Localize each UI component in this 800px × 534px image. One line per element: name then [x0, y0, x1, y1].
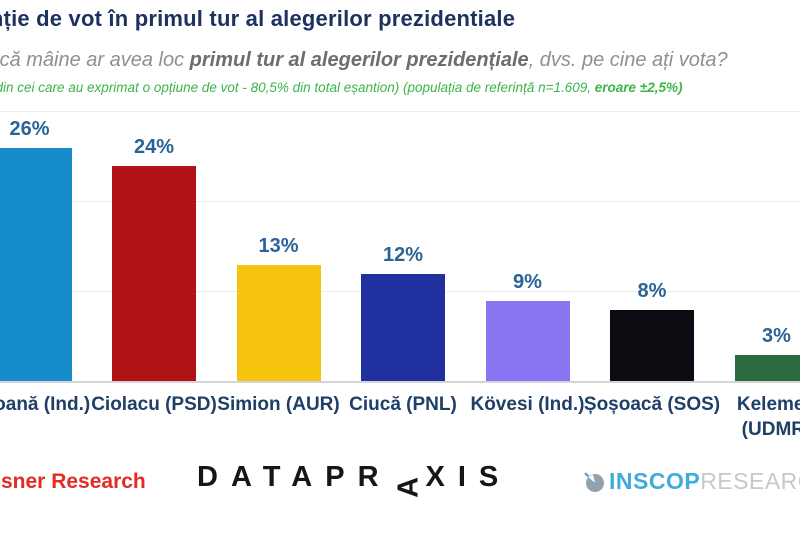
inscop-logo: INSCOPRESEARCH [584, 468, 800, 495]
bar-category-label: Kelemen (UDMR) [736, 394, 800, 440]
bar-category-label: Simion (AUR) [217, 394, 340, 415]
bar-category-label: Șoșoacă (SOS) [583, 394, 721, 415]
page-title: Intenție de vot în primul tur al alegeri… [0, 6, 516, 31]
bar [610, 310, 694, 381]
subtitle-suffix: , dvs. pe cine ați vota? [528, 49, 728, 71]
subtitle-prefix: Dacă mâine ar avea loc [0, 49, 185, 71]
bar-value-label: 13% [258, 235, 299, 257]
bar [0, 148, 72, 381]
bar-value-label: 12% [382, 244, 424, 266]
inscop-wordmark: INSCOP [609, 468, 701, 494]
survey-note: (din cei care au exprimat o opțiune de v… [0, 80, 682, 95]
subtitle-emphasis: primul tur al alegerilor prezidențiale [189, 49, 529, 71]
bar-category-label: Kövesi (Ind.) [470, 394, 585, 415]
gridline-30pct [0, 111, 800, 112]
bar-value-label: 26% [9, 118, 50, 140]
datapraxis-logo-pre: DATAPR [197, 461, 392, 493]
survey-note-error-margin: eroare ±2,5%) [594, 80, 683, 95]
bar [734, 355, 800, 381]
subtitle: Dacă mâine ar avea loc primul tur al ale… [0, 49, 728, 72]
gridline-20pct [0, 201, 800, 202]
bar-category-label: Ciolacu (PSD) [91, 394, 217, 415]
bar-category-label: Geoană (Ind.) [0, 394, 91, 415]
bar [112, 166, 196, 381]
bar-chart: 26% Geoană (Ind.) 24% Ciolacu (PSD) 13% Simio… [0, 111, 800, 440]
bar-value-label: 9% [513, 271, 542, 293]
datapraxis-rotated-a: A [392, 463, 425, 498]
bar-category-label: Ciucă (PNL) [349, 394, 457, 415]
bar-value-label: 3% [762, 325, 791, 347]
bar [361, 274, 445, 381]
x-axis-baseline [0, 381, 800, 383]
bar [236, 265, 321, 381]
bar-value-label: 8% [637, 280, 667, 302]
compass-icon [584, 472, 609, 493]
bar [485, 301, 570, 381]
datapraxis-logo: DATAPRAXIS [197, 461, 512, 498]
inscop-research-wordmark: RESEARCH [700, 468, 800, 494]
bar-value-label: 24% [133, 136, 175, 158]
datapraxis-logo-post: XIS [425, 461, 512, 493]
research-partner-logo: sner Research [1, 470, 146, 493]
survey-note-text: (din cei care au exprimat o opțiune de v… [0, 80, 595, 95]
